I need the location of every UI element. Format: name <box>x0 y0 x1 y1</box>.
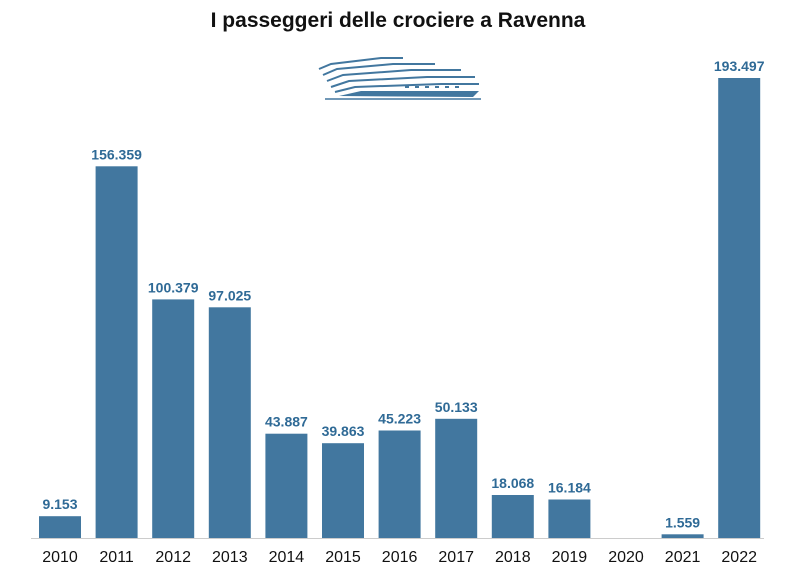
x-tick-label-2016: 2016 <box>382 549 418 566</box>
bar-2014 <box>265 433 308 538</box>
x-tick-label-2018: 2018 <box>495 549 531 566</box>
x-tick-label-2017: 2017 <box>438 549 474 566</box>
bar-2011 <box>95 166 138 539</box>
x-tick-label-2012: 2012 <box>155 549 191 566</box>
data-label-2013: 97.025 <box>208 287 251 303</box>
x-tick-label-2011: 2011 <box>99 549 134 566</box>
x-tick-label-2020: 2020 <box>608 549 644 566</box>
x-tick-label-2013: 2013 <box>212 549 248 566</box>
bar-2021 <box>661 534 704 538</box>
x-tick-label-2015: 2015 <box>325 549 361 566</box>
x-tick-label-2010: 2010 <box>42 549 78 566</box>
data-label-2016: 45.223 <box>378 411 421 427</box>
data-label-2017: 50.133 <box>435 399 478 415</box>
x-tick-label-2014: 2014 <box>269 549 305 566</box>
data-label-2019: 16.184 <box>548 480 591 496</box>
data-label-2011: 156.359 <box>91 146 142 162</box>
bar-2016 <box>378 430 421 538</box>
data-label-2022: 193.497 <box>714 58 765 74</box>
bar-2013 <box>208 307 251 538</box>
bar-2015 <box>322 443 364 538</box>
data-label-2018: 18.068 <box>491 475 534 491</box>
data-label-2012: 100.379 <box>148 279 199 295</box>
bar-2017 <box>435 418 478 538</box>
bar-2018 <box>491 495 534 538</box>
data-label-2021: 1.559 <box>665 514 700 530</box>
x-tick-label-2021: 2021 <box>665 549 701 566</box>
data-label-2015: 39.863 <box>322 423 365 439</box>
cruise-ship-icon <box>318 57 481 100</box>
x-tick-label-2019: 2019 <box>552 549 588 566</box>
data-label-2014: 43.887 <box>265 414 308 430</box>
bar-2022 <box>718 78 761 538</box>
bar-2019 <box>548 499 591 538</box>
x-tick-label-2022: 2022 <box>721 549 757 566</box>
data-label-2010: 9.153 <box>42 496 77 512</box>
bar-2010 <box>39 516 81 538</box>
bar-2012 <box>152 299 195 538</box>
chart-title: I passeggeri delle crociere a Ravenna <box>210 9 586 32</box>
